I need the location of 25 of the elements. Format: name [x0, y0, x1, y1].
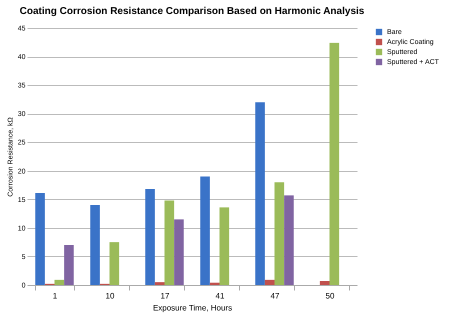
bar: [220, 207, 230, 285]
bar: [35, 193, 45, 285]
x-tick-label: 47: [270, 292, 280, 300]
bar: [64, 245, 74, 285]
bar: [174, 219, 184, 285]
bar: [90, 205, 100, 285]
x-axis-title: Exposure Time, Hours: [152, 304, 232, 312]
bar: [54, 280, 64, 285]
bar: [284, 195, 294, 285]
chart-title: Coating Corrosion Resistance Comparison Based on Harmonic Analysis: [20, 6, 365, 17]
bar: [330, 42, 340, 285]
x-tick-label: 1: [52, 292, 58, 300]
bar: [274, 182, 284, 285]
x-tick-label: 50: [326, 292, 335, 300]
bar: [200, 176, 210, 285]
x-tick-label: 10: [106, 292, 115, 300]
bar: [154, 282, 164, 285]
x-tick-label: 17: [160, 292, 170, 300]
bar: [164, 200, 174, 285]
bar: [264, 280, 274, 285]
bar: [320, 281, 330, 285]
bar: [110, 242, 120, 285]
bar: [145, 189, 155, 285]
bar: [255, 102, 265, 285]
x-tick-label: 41: [216, 292, 225, 300]
